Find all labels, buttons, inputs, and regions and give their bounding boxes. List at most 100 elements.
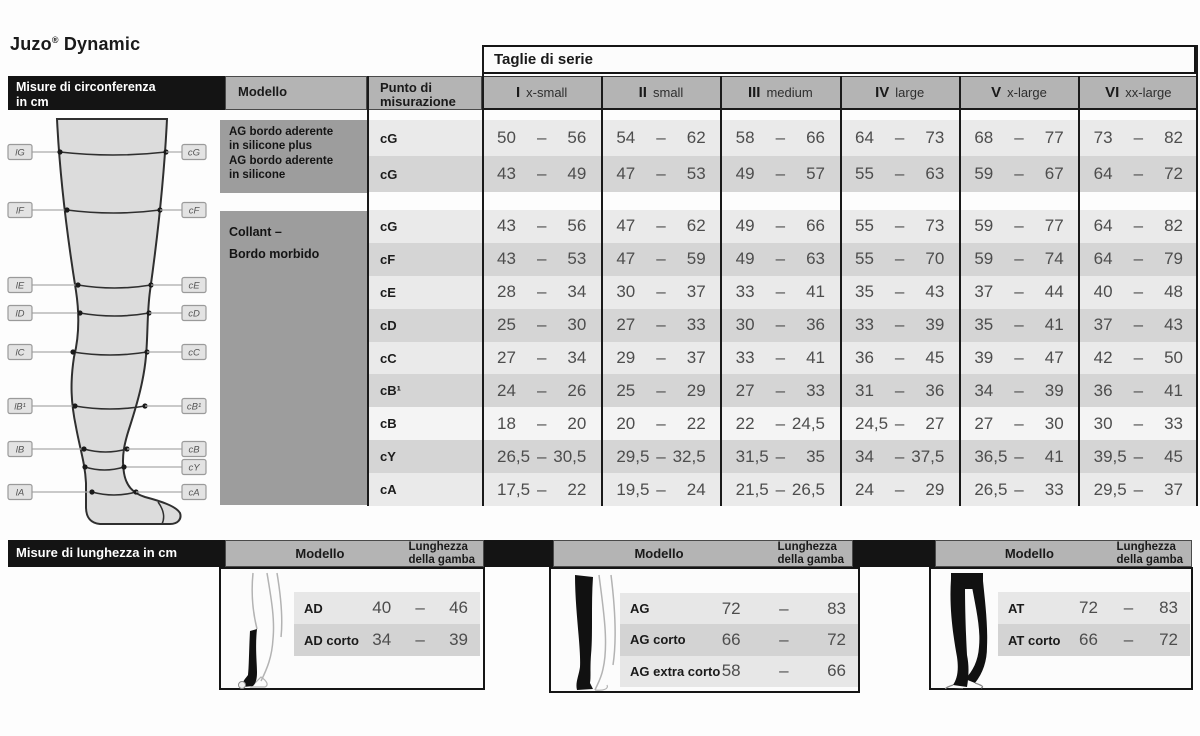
- range-high: 33: [1164, 413, 1183, 433]
- range-cell: 34–39: [959, 374, 1078, 407]
- range-dash: –: [894, 249, 905, 269]
- range-cell: 36 – 45: [840, 342, 959, 375]
- circumference-arc: [83, 448, 128, 453]
- range-cell: 37–43: [1079, 309, 1198, 342]
- range-cell: 49 – 57: [721, 156, 840, 192]
- range-dash: –: [775, 446, 786, 466]
- range-low: 29,5: [1093, 479, 1127, 499]
- range-dash: –: [536, 446, 547, 466]
- range-low: 43: [497, 164, 516, 183]
- table-row: cB¹ 24–26 25–29 27–33 31–36 34–39 36–41: [367, 374, 1198, 408]
- leg-label-box: [7, 440, 33, 458]
- column-divider: [601, 76, 603, 506]
- length-row: AG extra corto 58 – 66: [620, 655, 858, 687]
- range-cell: 36,5–41: [959, 440, 1078, 473]
- range-high: 47: [1044, 348, 1064, 367]
- range-dash: –: [536, 249, 547, 269]
- modello-column-header: Modello: [225, 76, 367, 110]
- size-roman-numeral: IV: [875, 84, 890, 101]
- measure-dot: [81, 446, 87, 452]
- leg-label-text: lG: [15, 148, 25, 159]
- range-dash: –: [1133, 216, 1144, 236]
- leg-label-text: cY: [188, 463, 200, 474]
- range-dash: –: [775, 479, 786, 499]
- range-high: 49: [567, 164, 587, 183]
- range-dash: –: [1133, 413, 1144, 433]
- range-high: 34: [567, 348, 587, 367]
- range-high: 36: [806, 315, 825, 335]
- range-dash: –: [775, 348, 786, 367]
- range-cell: 24–26: [482, 374, 601, 407]
- leg-label-box: [7, 201, 33, 219]
- range-high: 70: [925, 249, 945, 269]
- range-low: 27: [616, 315, 636, 335]
- range-dash: –: [1133, 315, 1144, 335]
- range-high: 73: [925, 216, 945, 236]
- size-roman-numeral: II: [638, 84, 647, 101]
- taglie-di-serie-header: Taglie di serie: [482, 45, 1196, 74]
- range-high: 72: [1159, 630, 1178, 649]
- range-dash: –: [1014, 479, 1024, 499]
- range-low: 36: [854, 348, 874, 367]
- length-model-label: AD corto: [304, 632, 359, 648]
- size-roman-numeral: VI: [1105, 84, 1120, 101]
- range-cell: 47–59: [601, 243, 720, 276]
- range-high: 66: [806, 216, 825, 236]
- range-high: 22: [686, 413, 706, 433]
- range-low: 29: [616, 348, 636, 367]
- range-high: 48: [1164, 282, 1183, 302]
- range-high: 73: [925, 128, 945, 147]
- measure-dot: [82, 464, 88, 470]
- range-dash: –: [1014, 413, 1024, 433]
- range-dash: –: [415, 630, 425, 649]
- range-low: 50: [497, 128, 516, 147]
- range-low: 43: [497, 216, 516, 236]
- range-low: 59: [974, 164, 994, 183]
- range-high: 82: [1164, 216, 1183, 236]
- range-dash: –: [536, 380, 547, 400]
- size-name: medium: [766, 85, 813, 100]
- range-dash: –: [775, 282, 786, 302]
- range-dash: –: [656, 348, 666, 367]
- size-name: x-large: [1007, 85, 1047, 100]
- length-table-header: Modello Lunghezza della gamba: [225, 540, 484, 567]
- range-low: 72: [1079, 598, 1098, 617]
- range-cell: 43–53: [482, 243, 601, 276]
- leg-outline: [55, 118, 182, 525]
- range-high: 44: [1044, 282, 1064, 302]
- range-low: 24: [854, 479, 874, 499]
- range-high: 79: [1164, 249, 1183, 269]
- size-roman-numeral: I: [515, 84, 521, 101]
- leg-illustration-ad: [238, 572, 283, 689]
- range-high: 41: [1044, 315, 1064, 335]
- range-dash: –: [536, 128, 547, 147]
- range-high: 66: [827, 661, 846, 681]
- length-row: AD corto 34 – 39: [294, 624, 480, 656]
- circumference-section-header: Misure di circonferenza in cm: [8, 76, 225, 110]
- range-low: 58: [721, 661, 741, 681]
- range-low: 42: [1093, 348, 1113, 367]
- range-low: 25: [497, 315, 516, 335]
- length-row: AT corto 66 – 72: [998, 624, 1190, 656]
- range-high: 41: [806, 348, 825, 367]
- range-high: 77: [1044, 128, 1064, 147]
- measure-point-label: cG: [380, 218, 398, 234]
- length-table-header: Modello Lunghezza della gamba: [553, 540, 853, 567]
- range-cell: 24–29: [840, 473, 959, 506]
- range-high: 46: [449, 598, 469, 617]
- leg-label-text: cD: [188, 309, 200, 320]
- range-cell: 31–36: [840, 374, 959, 407]
- length-model-label: AG: [630, 601, 650, 617]
- range-low: 40: [1093, 282, 1113, 302]
- leg-measurement-diagram: lG lF lE lD lC lB¹ lB lA cG cF cE cD cC cB¹ cB cY cA: [7, 118, 207, 525]
- leg-label-text: cB: [188, 445, 200, 456]
- range-dash: –: [894, 315, 905, 335]
- range-low: 37: [1093, 315, 1113, 335]
- length-header-line1: Lunghezza: [408, 541, 468, 554]
- measure-point-label: cB¹: [380, 383, 401, 399]
- range-low: 55: [854, 216, 874, 236]
- range-low: 64: [1093, 249, 1113, 269]
- range-high: 20: [567, 413, 587, 433]
- range-dash: –: [775, 164, 786, 183]
